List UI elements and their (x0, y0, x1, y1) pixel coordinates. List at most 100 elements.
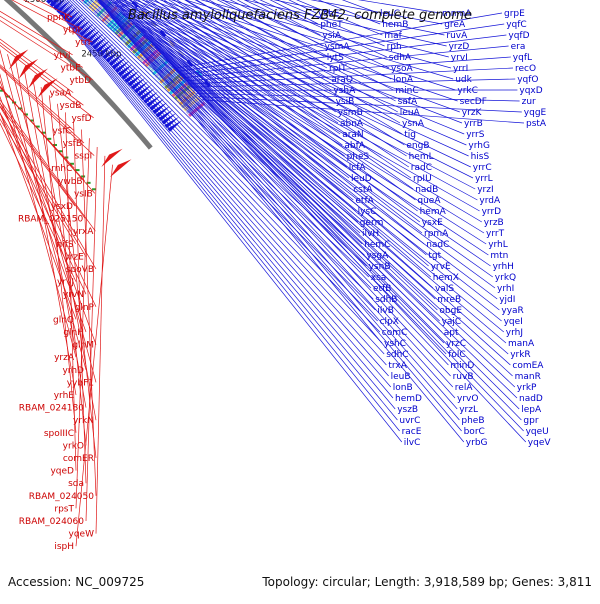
forward-gene-label: yrhL (488, 240, 508, 250)
forward-gene-label: yrdA (479, 196, 501, 206)
forward-gene-label: yqeI (504, 317, 523, 327)
reverse-gene-label: ispH (54, 542, 74, 552)
reverse-gene-label: ysIB (74, 189, 93, 199)
forward-gene-label: yqeV (528, 438, 552, 448)
reverse-gene-label: sspI (74, 152, 92, 162)
forward-gene-label: pstA (526, 119, 547, 129)
forward-gene-label: ruvB (453, 372, 474, 382)
forward-gene-label: yrkQ (495, 273, 516, 283)
reverse-gene-label: RBAM_024050 (29, 492, 94, 502)
forward-gene-label: yrkC (457, 86, 478, 96)
gc-skew-mark (76, 169, 80, 171)
map-title: Bacillus amyloliquefaciens FZB42, comple… (0, 8, 600, 23)
reverse-gene-label: yqeW (69, 530, 95, 540)
forward-gene-label: yrrI (453, 64, 468, 74)
scale-tick-label: 2500 kbp (24, 0, 64, 5)
forward-gene-label: hisS (471, 152, 490, 162)
reverse-gene-label: ytbD (70, 76, 92, 86)
forward-gene-label: yqfL (513, 53, 532, 63)
forward-gene-label: secDF (460, 97, 487, 107)
forward-gene-label: yrkP (517, 383, 537, 393)
forward-gene-label: ruvA (446, 31, 468, 41)
gc-skew-mark (87, 182, 91, 184)
reverse-gene-label: yqeD (50, 467, 74, 477)
forward-gene-label: mtn (490, 251, 508, 261)
forward-gene-label: gpr (523, 416, 538, 426)
reverse-gene-label: rnhC (51, 164, 72, 174)
forward-gene-label: relA (455, 383, 474, 393)
forward-gene-label: borC (464, 427, 485, 437)
forward-gene-label: nadD (519, 394, 543, 404)
forward-gene-label: pheB (461, 416, 484, 426)
forward-gene-label: leuB (391, 372, 411, 382)
forward-gene-label: manR (515, 372, 541, 382)
forward-gene-label: yqgE (524, 108, 547, 118)
reverse-gene-label: ytbE (61, 63, 82, 73)
reverse-gene-label: spoIIIC (44, 429, 74, 439)
forward-gene-label: yrrC (473, 163, 492, 173)
reverse-gene-label: RBAM_024060 (19, 517, 84, 527)
forward-gene-label: yrhG (468, 141, 490, 151)
reverse-label-connector (96, 156, 105, 534)
forward-gene-label: minC (395, 86, 418, 96)
reverse-gene-label: comER (63, 454, 94, 464)
forward-gene-label: era (511, 42, 526, 52)
forward-label-connector (0, 0, 356, 211)
forward-gene-label: lepA (521, 405, 542, 415)
forward-gene-label: yrzI (477, 185, 493, 195)
reverse-gene-label: ysfC (52, 126, 71, 136)
forward-gene-label: yrhI (497, 284, 514, 294)
forward-gene-label: yqeU (526, 427, 549, 437)
reverse-label-connector (86, 147, 97, 521)
forward-label-connector (149, 41, 508, 354)
reverse-gene-label: rpsT (54, 504, 74, 514)
forward-gene-label: yrkR (510, 350, 531, 360)
forward-gene-label: yrrS (466, 130, 485, 140)
reverse-gene-label: ysaA (50, 89, 73, 99)
forward-gene-label: lonB (393, 383, 413, 393)
forward-gene-label: yjdI (499, 295, 515, 305)
forward-gene-label: recO (515, 64, 536, 74)
forward-gene-label: yrzB (484, 218, 504, 228)
forward-gene-label: yrrT (486, 229, 505, 239)
forward-gene-label: yqxD (519, 86, 542, 96)
forward-gene-label: manA (508, 339, 535, 349)
accession-label: Accession: NC_009725 (8, 575, 144, 589)
forward-gene-label: yyaR (501, 306, 523, 316)
forward-gene-label: mreB (437, 295, 461, 305)
reverse-gene-label: yrhE (54, 391, 75, 401)
forward-gene-label: ysiB (336, 97, 355, 107)
forward-gene-label: leuA (400, 108, 421, 118)
forward-gene-label: yrrD (482, 207, 502, 217)
forward-gene-label: yszB (397, 405, 418, 415)
forward-gene-label: hemX (433, 273, 459, 283)
forward-gene-label: yshC (384, 339, 406, 349)
forward-gene-label: yrhJ (506, 328, 523, 338)
forward-gene-label: yrrL (475, 174, 493, 184)
reverse-gene-arrow (110, 159, 131, 177)
forward-gene-label: zur (522, 97, 536, 107)
forward-gene-label: clpX (380, 317, 399, 327)
forward-gene-label: nadB (415, 185, 438, 195)
forward-gene-label: yrrB (464, 119, 483, 129)
forward-gene-label: yqfO (517, 75, 538, 85)
forward-gene-label: yrbG (466, 438, 488, 448)
reverse-gene-label: yrkO (63, 441, 84, 451)
forward-gene-label: hemD (395, 394, 422, 404)
forward-gene-label: comEA (512, 361, 544, 371)
genome-stats-label: Topology: circular; Length: 3,918,589 bp… (262, 575, 592, 589)
reverse-gene-label: yrzA (54, 353, 75, 363)
forward-gene-label: ilvC (404, 438, 421, 448)
forward-gene-label: yqfD (508, 31, 529, 41)
reverse-gene-label: ysfB (63, 139, 82, 149)
forward-gene-label: yrhH (493, 262, 514, 272)
forward-gene-label: yrvE (431, 262, 451, 272)
reverse-gene-label: glnP (75, 303, 95, 313)
forward-gene-label: uvrC (399, 416, 420, 426)
forward-gene-label: racE (402, 427, 422, 437)
forward-gene-label: yrzC (446, 339, 466, 349)
forward-gene-label: yrzL (459, 405, 478, 415)
forward-gene-label: yrvO (457, 394, 478, 404)
